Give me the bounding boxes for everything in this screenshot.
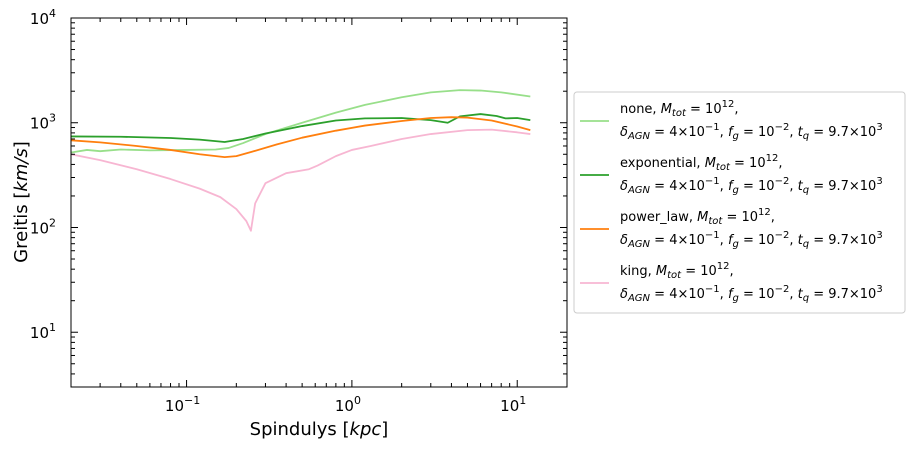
legend-label-line2: δAGN = 4×10−1, fg = 10−2, tq = 9.7×103 bbox=[620, 284, 883, 304]
series-layer bbox=[71, 89, 531, 232]
x-tick-label: 100 bbox=[335, 394, 361, 415]
y-tick-label: 102 bbox=[30, 216, 56, 237]
legend-label-line2: δAGN = 4×10−1, fg = 10−2, tq = 9.7×103 bbox=[620, 176, 883, 196]
series-line-power_law bbox=[71, 116, 531, 158]
major-ticks bbox=[71, 17, 567, 387]
x-axis-label-unit: kpc bbox=[350, 419, 382, 440]
y-tick-label: 101 bbox=[30, 321, 56, 342]
legend: none, Mtot = 1012, δAGN = 4×10−1, fg = 10… bbox=[573, 91, 906, 314]
legend-label-line1: none, Mtot = 1012, bbox=[620, 99, 738, 119]
minor-ticks bbox=[70, 18, 568, 388]
x-axis-label-text: Spindulys bbox=[250, 419, 337, 440]
x-tick-label: 10−1 bbox=[165, 394, 200, 415]
legend-entry-king: king, Mtot = 1012, δAGN = 4×10−1, fg = 10… bbox=[580, 261, 883, 304]
x-axis-label: Spindulys [kpc] bbox=[250, 419, 389, 440]
plot-area bbox=[70, 17, 568, 388]
legend-entries: none, Mtot = 1012, δAGN = 4×10−1, fg = 10… bbox=[580, 99, 883, 304]
series-line-king bbox=[71, 128, 531, 232]
legend-label-line1: power_law, Mtot = 1012, bbox=[620, 207, 775, 227]
y-axis-label-text: Greitis bbox=[11, 204, 32, 262]
y-tick-label: 104 bbox=[30, 7, 56, 28]
y-tick-labels: 101 102 103 104 bbox=[30, 7, 56, 342]
legend-label-line2: δAGN = 4×10−1, fg = 10−2, tq = 9.7×103 bbox=[620, 122, 883, 142]
legend-label-line1: king, Mtot = 1012, bbox=[620, 261, 734, 281]
plot-frame bbox=[70, 17, 568, 388]
legend-entry-exponential: exponential, Mtot = 1012, δAGN = 4×10−1, … bbox=[580, 153, 883, 196]
series-line-exponential bbox=[71, 113, 531, 143]
series-line-none bbox=[71, 89, 531, 154]
x-tick-label: 101 bbox=[500, 394, 526, 415]
legend-label-line2: δAGN = 4×10−1, fg = 10−2, tq = 9.7×103 bbox=[620, 230, 883, 250]
legend-frame bbox=[573, 91, 906, 314]
legend-label-line1: exponential, Mtot = 1012, bbox=[620, 153, 782, 173]
legend-entry-power_law: power_law, Mtot = 1012, δAGN = 4×10−1, fg… bbox=[580, 207, 883, 250]
x-tick-labels: 10−1 100 101 bbox=[165, 394, 526, 415]
y-axis-label: Greitis [km/s] bbox=[11, 141, 32, 263]
y-axis-label-unit: km/s bbox=[11, 148, 32, 191]
legend-entry-none: none, Mtot = 1012, δAGN = 4×10−1, fg = 10… bbox=[580, 99, 883, 142]
y-tick-label: 103 bbox=[30, 112, 56, 133]
